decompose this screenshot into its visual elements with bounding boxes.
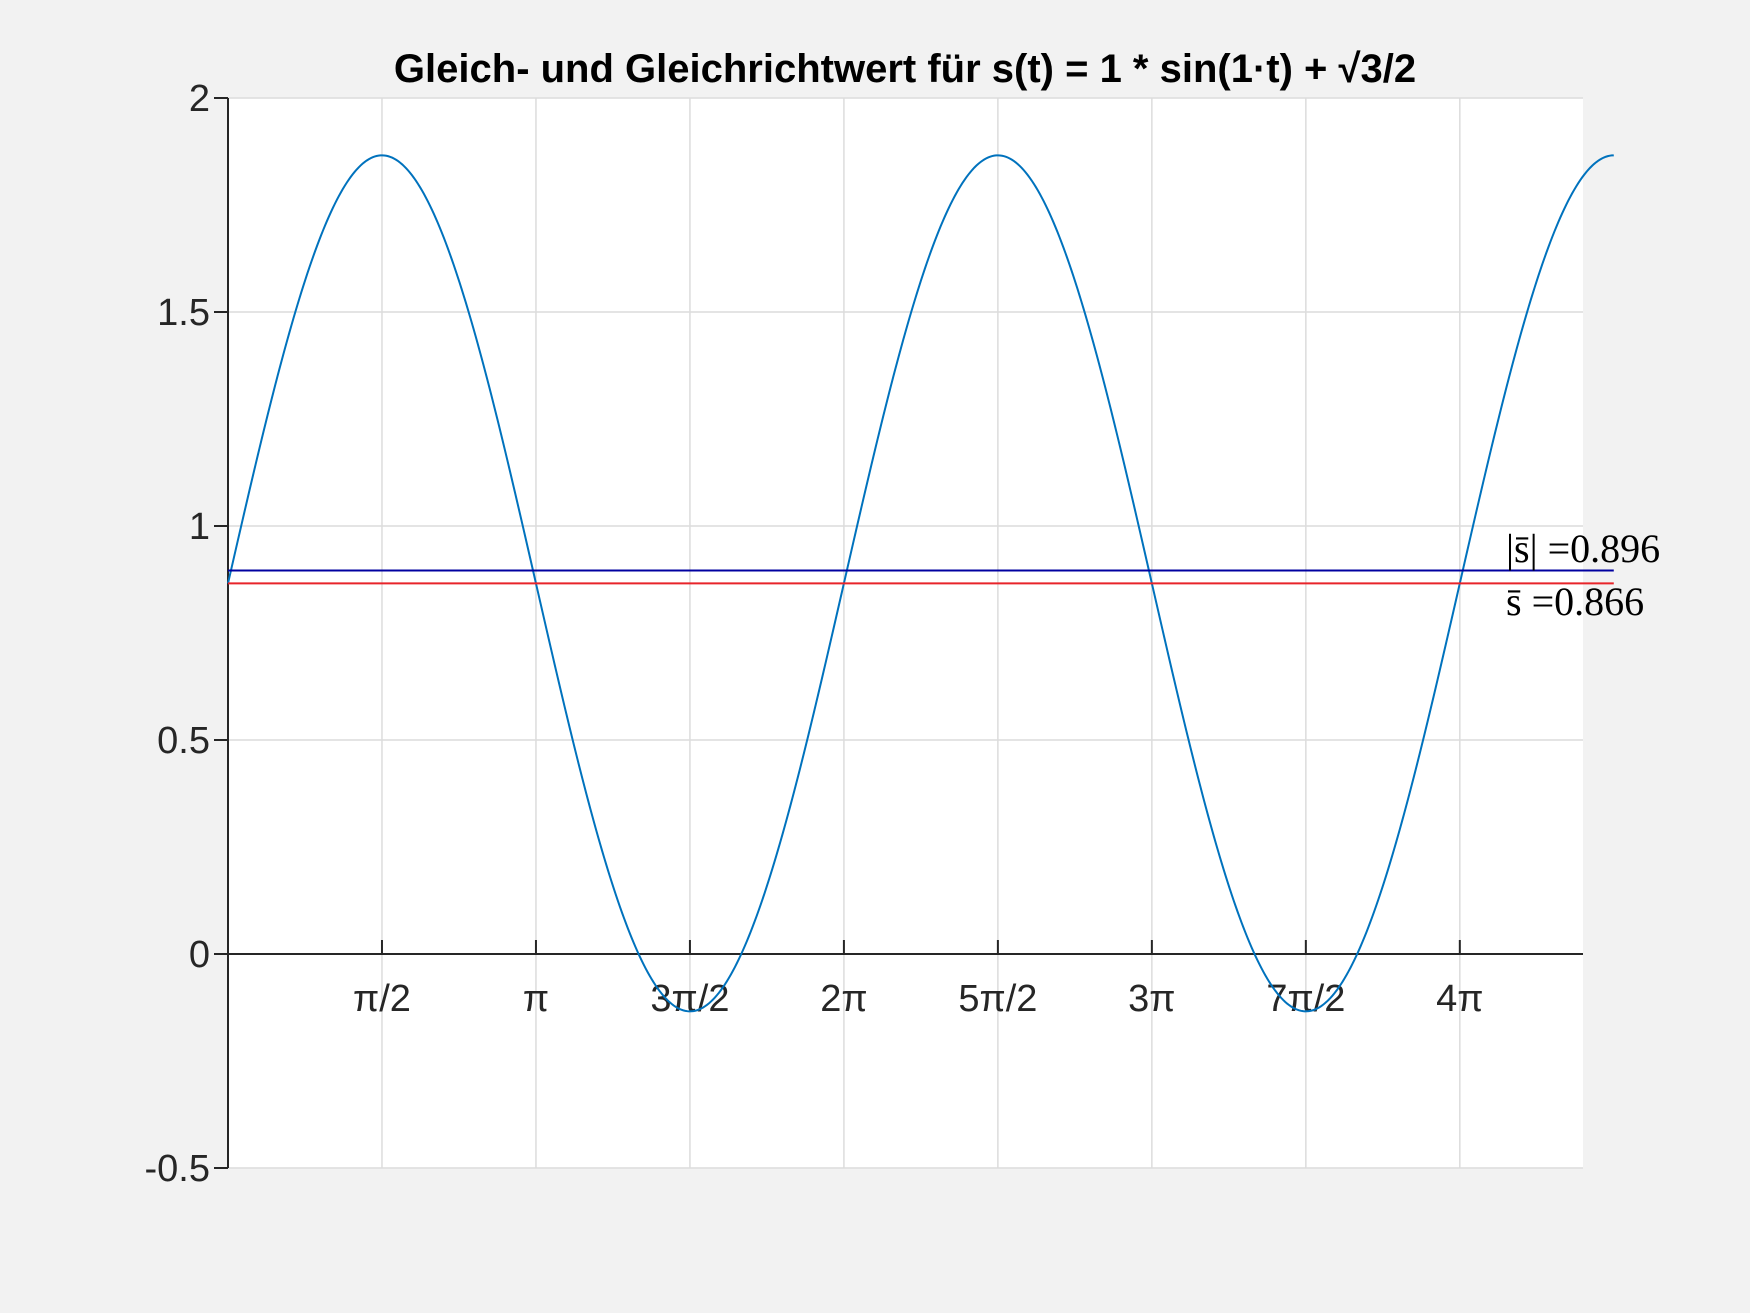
signal-curve [227,154,1614,1013]
y-tick-label-4: 1.5 [157,292,210,334]
x-tick-label-7: 4π [1436,978,1483,1020]
x-tick-label-2: 3π/2 [650,978,729,1020]
x-tick-label-3: 2π [820,978,867,1020]
series-layer [227,154,1614,1013]
x-tick-label-4: 5π/2 [958,978,1037,1020]
x-tick-label-0: π/2 [353,978,411,1020]
legend-label-mean: s̄ =0.866 [1506,579,1644,624]
chart-title: Gleich- und Gleichrichtwert für s(t) = 1… [394,47,1416,91]
y-tick-label-0: -0.5 [145,1148,210,1190]
y-tick-label-2: 0.5 [157,720,210,762]
legend-label-abs-mean: |s̄| =0.896 [1506,526,1660,571]
y-tick-label-1: 0 [189,934,210,976]
y-tick-label-5: 2 [189,78,210,120]
x-tick-label-1: π [523,978,549,1020]
ticks: -0.5 0 0.5 1 1.5 2 π/2 π 3π/2 2π 5π/2 3π 7π/2 4π [145,78,1484,1190]
x-tick-label-6: 7π/2 [1266,978,1345,1020]
x-tick-label-5: 3π [1128,978,1175,1020]
plot-area [228,98,1583,1168]
y-tick-label-3: 1 [189,506,210,548]
